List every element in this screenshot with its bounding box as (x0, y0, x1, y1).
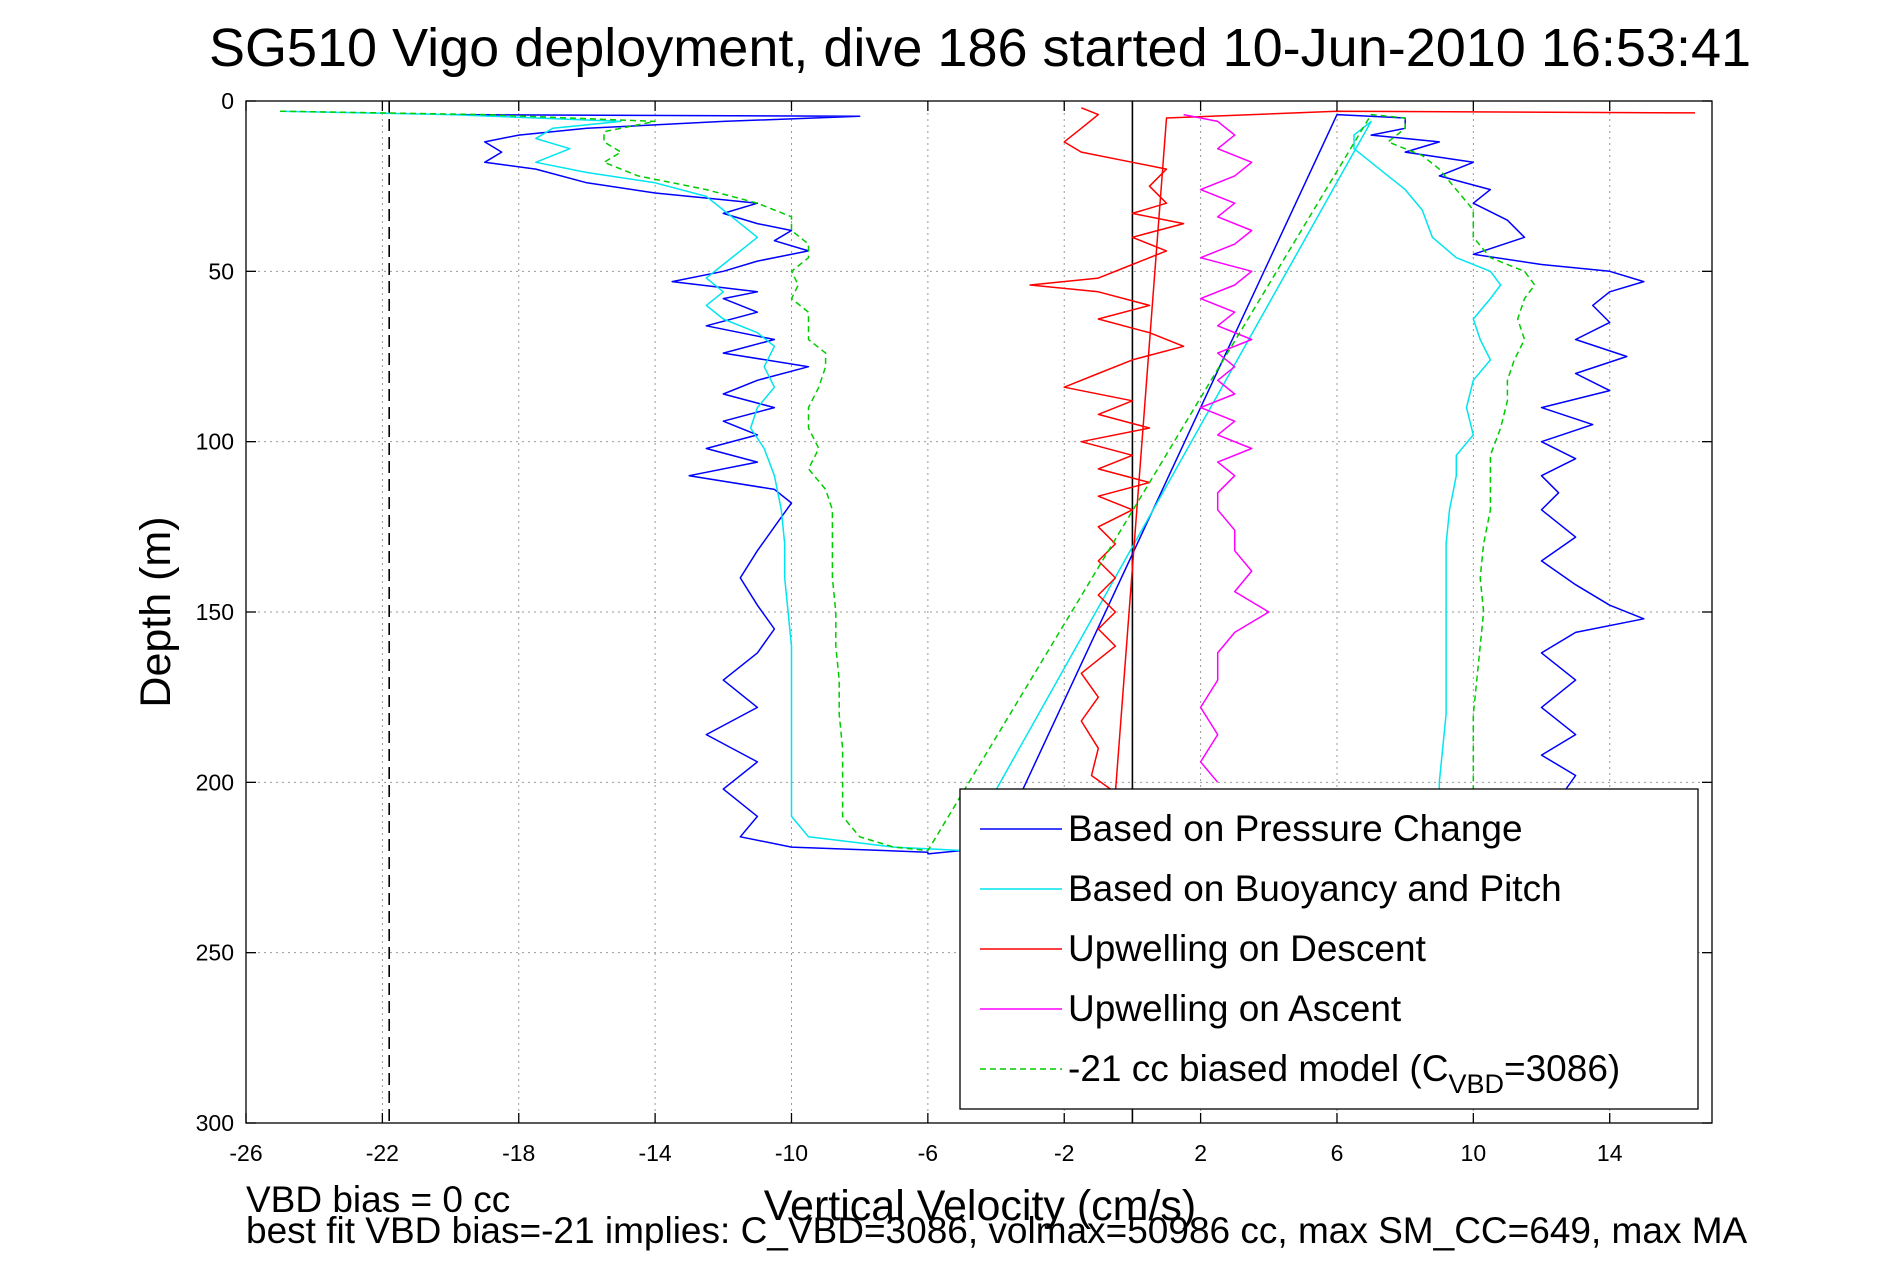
series-line-based-on-pressure-change (450, 113, 1645, 855)
y-tick-label: 300 (196, 1110, 234, 1136)
y-tick-label: 50 (208, 258, 234, 284)
legend: Based on Pressure Change Based on Buoyanc… (959, 788, 1699, 1110)
series-line-based-on-buoyancy-and-pitch (280, 110, 1502, 852)
x-tick-label: -22 (366, 1140, 399, 1166)
y-tick-label: 100 (196, 429, 234, 455)
y-axis-label: Depth (m) (132, 516, 180, 707)
legend-label: Upwelling on Ascent (1068, 988, 1402, 1029)
x-tick-label: -26 (229, 1140, 262, 1166)
vbd-bias-note: VBD bias = 0 cc (246, 1179, 511, 1220)
x-tick-label: -2 (1054, 1140, 1074, 1166)
x-tick-label: 2 (1194, 1140, 1207, 1166)
legend-label: Based on Pressure Change (1068, 808, 1523, 849)
legend-label: Upwelling on Descent (1068, 928, 1427, 969)
x-axis-label: Vertical Velocity (cm/s) (764, 1182, 1197, 1230)
y-tick-label: 200 (196, 769, 234, 795)
x-tick-label: -6 (918, 1140, 938, 1166)
x-tick-label: -10 (775, 1140, 808, 1166)
series-line-upwelling-on-descent (1029, 107, 1696, 794)
y-tick-label: 250 (196, 940, 234, 966)
legend-label: Based on Buoyancy and Pitch (1068, 868, 1562, 909)
x-tick-label: -18 (502, 1140, 535, 1166)
series-line-21-cc-biased-model-c-vbd-3086 (280, 110, 1536, 852)
x-tick-label: 14 (1597, 1140, 1623, 1166)
y-axis-ticks: 0 50 100 150 200 250 300 (196, 88, 1712, 1136)
legend-label-subscript: VBD (1448, 1069, 1504, 1099)
x-tick-label: 10 (1461, 1140, 1487, 1166)
series-line-upwelling-on-ascent (1183, 113, 1270, 783)
best-fit-note: best fit VBD bias=-21 implies: C_VBD=308… (246, 1210, 1748, 1251)
series-group (280, 107, 1696, 855)
legend-items: Based on Pressure Change Based on Buoyanc… (980, 808, 1620, 1099)
legend-box (959, 788, 1699, 1110)
chart-title: SG510 Vigo deployment, dive 186 started … (209, 18, 1751, 78)
x-axis-ticks: -26 -22 -18 -14 -10 -6 -2 2 6 10 14 (229, 101, 1623, 1166)
y-tick-label: 0 (221, 88, 234, 114)
x-tick-label: -14 (638, 1140, 671, 1166)
legend-label-suffix: =3086) (1504, 1048, 1620, 1089)
x-tick-label: 6 (1331, 1140, 1344, 1166)
y-tick-label: 150 (196, 599, 234, 625)
